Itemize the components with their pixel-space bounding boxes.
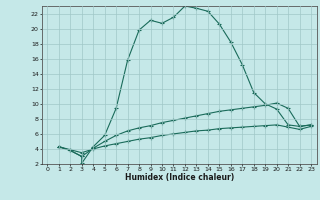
X-axis label: Humidex (Indice chaleur): Humidex (Indice chaleur) [124, 173, 234, 182]
